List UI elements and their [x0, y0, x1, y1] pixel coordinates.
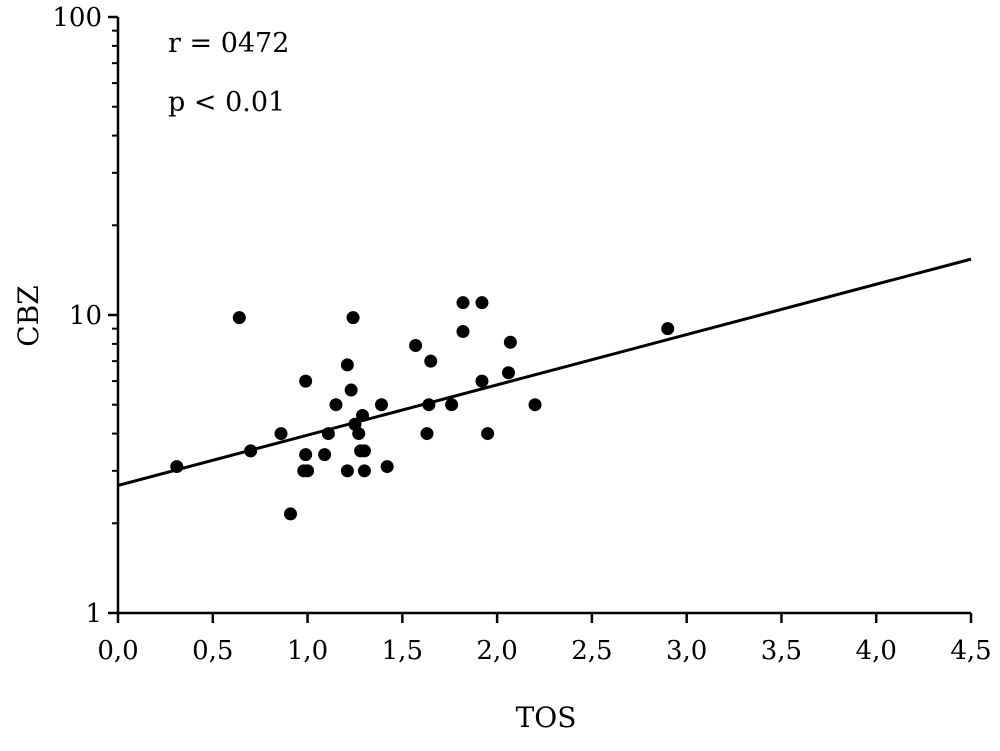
data-point	[321, 427, 335, 441]
data-point	[356, 408, 370, 422]
annotation-r: r = 0472	[168, 28, 289, 59]
data-points	[170, 296, 675, 521]
data-point	[456, 296, 470, 310]
data-point	[445, 398, 459, 412]
data-point	[501, 366, 515, 380]
data-point	[274, 427, 288, 441]
data-point	[481, 427, 495, 441]
data-point	[346, 311, 360, 325]
data-point	[380, 460, 394, 474]
data-point	[503, 335, 517, 349]
data-point	[299, 374, 313, 388]
data-point	[475, 374, 489, 388]
y-tick-label: 1	[85, 599, 102, 629]
data-point	[340, 358, 354, 372]
x-tick-label: 4,0	[856, 636, 897, 666]
data-point	[340, 464, 354, 478]
x-tick-label: 0,5	[192, 636, 233, 666]
data-point	[283, 507, 297, 521]
data-point	[344, 383, 358, 397]
data-point	[232, 311, 246, 325]
regression-line-group	[117, 257, 972, 487]
annotation-p: p < 0.01	[168, 87, 285, 118]
x-tick-label: 1,0	[287, 636, 328, 666]
x-tick-label: 0,0	[97, 636, 138, 666]
data-point	[318, 448, 332, 462]
data-point	[170, 460, 184, 474]
data-point	[374, 398, 388, 412]
data-point	[475, 296, 489, 310]
data-point	[424, 354, 438, 368]
data-point	[409, 339, 423, 353]
y-tick-label: 10	[69, 301, 102, 331]
x-ticks: 0,0 0,5 1,0 1,5 2,0 2,5 3,0 3,5 4,0 4,5	[97, 613, 992, 666]
x-tick-label: 2,0	[476, 636, 517, 666]
data-point	[422, 398, 436, 412]
x-tick-label: 2,5	[571, 636, 612, 666]
data-point	[299, 448, 313, 462]
x-tick-label: 4,5	[950, 636, 991, 666]
data-point	[420, 427, 434, 441]
data-point	[244, 444, 258, 458]
data-point	[301, 464, 315, 478]
x-tick-label: 3,0	[666, 636, 707, 666]
y-major-ticks: 1 10 100	[52, 3, 118, 629]
data-point	[661, 322, 675, 336]
plot-area: 1 10 100 0,0 0,5 1,0 1,5 2,0 2,5 3,0 3,5 4,0 4,5	[52, 3, 991, 666]
y-minor-ticks	[112, 29, 118, 525]
data-point	[456, 325, 470, 339]
data-point	[528, 398, 542, 412]
y-tick-label: 100	[52, 3, 102, 33]
y-axis-title: CBZ	[12, 285, 45, 346]
x-tick-label: 1,5	[382, 636, 423, 666]
data-point	[329, 398, 343, 412]
data-point	[357, 464, 371, 478]
data-point	[352, 427, 366, 441]
data-point	[357, 444, 371, 458]
regression-line	[117, 257, 972, 487]
x-tick-label: 3,5	[761, 636, 802, 666]
x-axis-title: TOS	[516, 701, 577, 734]
